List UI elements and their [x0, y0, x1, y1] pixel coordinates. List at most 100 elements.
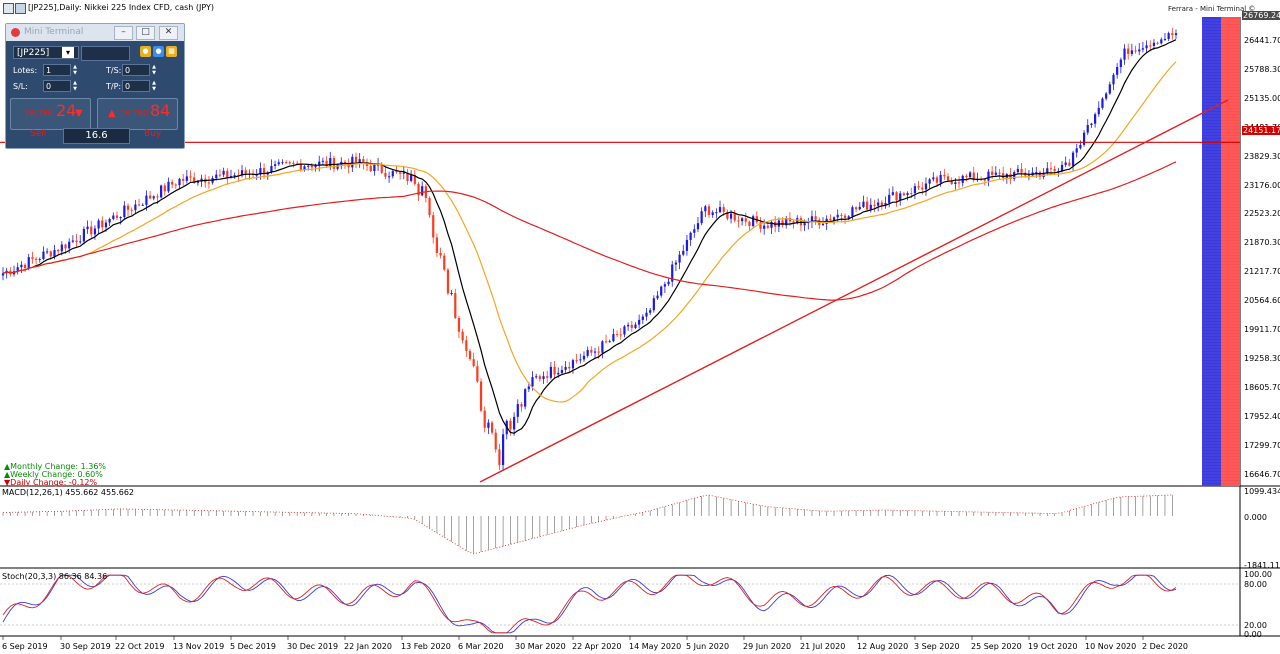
candle-body — [277, 162, 280, 165]
buy-quote[interactable]: ▲ 26,760 84 — [97, 98, 178, 130]
chevron-down-icon[interactable]: ▾ — [62, 47, 74, 58]
sell-quote[interactable]: 26,756 24 ▼ — [10, 98, 91, 130]
candle-body — [60, 244, 63, 252]
candle-body — [57, 249, 60, 252]
symbol-extra-field[interactable] — [81, 46, 130, 61]
candle-body — [957, 182, 961, 184]
sell-button[interactable]: Sell — [30, 129, 47, 139]
sell-arrow-icon: ▼ — [75, 108, 83, 119]
ts-input[interactable]: 0 — [122, 64, 150, 76]
candle-body — [546, 376, 549, 378]
candle-body — [134, 204, 137, 211]
current-price-tag: 26769.24 — [1242, 11, 1280, 20]
candle-body — [270, 165, 273, 173]
candle-body — [369, 166, 372, 172]
minimize-icon[interactable]: – — [114, 26, 133, 40]
candle-body — [597, 351, 600, 353]
window-icon — [3, 3, 14, 14]
price-axis-label: 18605.70 — [1244, 383, 1280, 393]
monthly-change: ▲Monthly Change: 1.36% — [4, 462, 107, 471]
date-label: 30 Sep 2019 — [60, 642, 111, 651]
tp-stepper[interactable]: ▲ ▼ — [152, 80, 156, 92]
candle-body — [23, 264, 27, 269]
candle-body — [704, 206, 707, 212]
candle-body — [1138, 49, 1141, 52]
candle-body — [1156, 42, 1159, 44]
price-axis-label: 23176.00 — [1244, 180, 1280, 190]
candle-body — [167, 181, 170, 192]
settings-icon[interactable]: ● — [153, 46, 164, 57]
candle-body — [490, 422, 494, 433]
candle-body — [399, 172, 402, 174]
candle-body — [968, 172, 972, 178]
buy-arrow-icon: ▲ — [108, 108, 116, 119]
candle-body — [884, 203, 887, 206]
lock-icon[interactable]: ● — [140, 46, 151, 57]
candle-body — [479, 381, 483, 411]
candle-body — [649, 310, 652, 313]
candle-body — [20, 264, 23, 268]
price-axis-label: 26441.70 — [1244, 35, 1280, 45]
candle-body — [274, 164, 277, 166]
candle-body — [718, 207, 722, 213]
date-label: 22 Apr 2020 — [572, 642, 622, 651]
candle-body — [906, 193, 909, 196]
candle-body — [601, 341, 604, 353]
candle-body — [638, 319, 641, 325]
maximize-icon[interactable]: □ — [136, 26, 155, 40]
ts-stepper[interactable]: ▲ ▼ — [152, 64, 156, 76]
buy-button[interactable]: Buy — [144, 129, 162, 139]
candle-body — [553, 366, 556, 375]
candle-body — [873, 204, 876, 206]
sl-stepper[interactable]: ▲ ▼ — [73, 80, 77, 92]
tp-label: T/P: — [106, 82, 122, 91]
mini-terminal-header[interactable]: Mini Terminal – □ ✕ — [6, 24, 184, 41]
stoch-axis-20: 20.00 — [1244, 621, 1267, 630]
candle-body — [299, 163, 302, 170]
date-label: 19 Oct 2020 — [1028, 642, 1078, 651]
candle-body — [336, 164, 339, 169]
candle-body — [498, 449, 501, 465]
candle-body — [880, 202, 883, 206]
candle-body — [178, 178, 181, 186]
candle-body — [402, 172, 405, 174]
candle-body — [1016, 168, 1019, 173]
zone-red — [1221, 17, 1240, 486]
macd-axis-zero: 0.000 — [1244, 513, 1267, 522]
candle-body — [1101, 98, 1104, 108]
close-icon[interactable]: ✕ — [159, 26, 178, 40]
grid-icon[interactable]: ▦ — [166, 46, 177, 57]
candle-body — [97, 220, 100, 229]
candle-body — [130, 209, 133, 211]
candle-body — [891, 192, 894, 195]
lotes-input[interactable]: 1 — [43, 64, 71, 76]
candle-body — [182, 178, 185, 181]
change-summary: ▲Monthly Change: 1.36% ▲Weekly Change: 0… — [4, 463, 106, 487]
candle-body — [487, 422, 490, 428]
date-label: 25 Sep 2020 — [971, 642, 1022, 651]
tp-input[interactable]: 0 — [122, 80, 150, 92]
candle-body — [752, 216, 755, 227]
candle-body — [656, 295, 659, 299]
candle-body — [1027, 175, 1031, 177]
mini-terminal-title: Mini Terminal — [24, 27, 84, 37]
candle-body — [737, 220, 740, 222]
candle-body — [343, 161, 347, 164]
mini-terminal[interactable]: Mini Terminal – □ ✕ [JP225] ▾ ● ● ▦ Lote… — [5, 23, 185, 149]
lotes-stepper[interactable]: ▲ ▼ — [73, 64, 77, 76]
candle-body — [685, 239, 689, 251]
candle-body — [1079, 144, 1082, 149]
date-label: 30 Mar 2020 — [515, 642, 566, 651]
candle-body — [119, 217, 122, 219]
candle-body — [38, 259, 41, 261]
ma-slow-line — [2, 161, 1177, 301]
candle-body — [501, 434, 505, 465]
candle-body — [288, 162, 291, 164]
weekly-change: ▲Weekly Change: 0.60% — [4, 470, 103, 479]
candle-body — [332, 158, 336, 169]
candle-body — [630, 324, 633, 328]
candle-body — [560, 369, 564, 373]
candle-body — [145, 195, 148, 205]
sl-input[interactable]: 0 — [43, 80, 71, 92]
